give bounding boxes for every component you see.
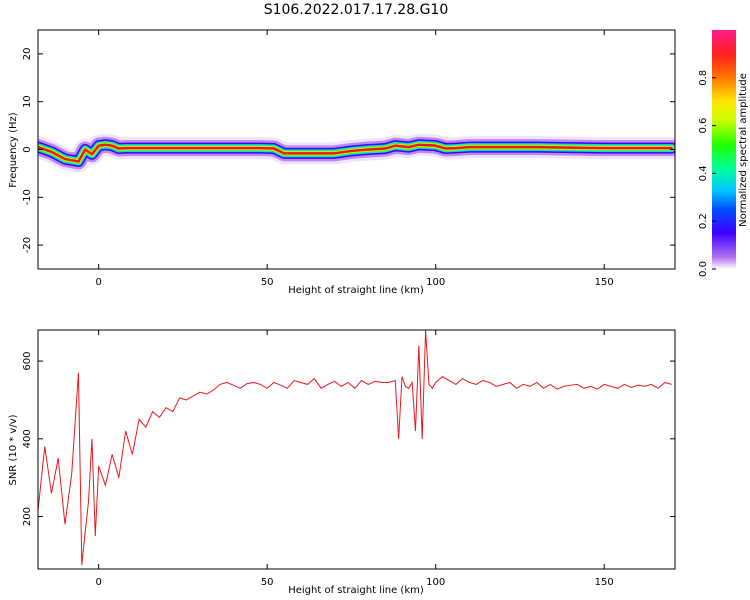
- colorbar-tick-label: 0.4: [698, 165, 709, 181]
- snr-x-tick-label: 50: [261, 577, 274, 588]
- snr-x-ticks: 0 50 100 150: [95, 330, 614, 588]
- colorbar-label: Normalized spectral amplitude: [738, 73, 749, 227]
- snr-x-tick-label: 100: [426, 577, 445, 588]
- colorbar-tick-label: 0.2: [698, 213, 709, 229]
- snr-panel: 0 50 100 150 600 400 200 Height of straight l…: [8, 329, 676, 596]
- snr-plot-area: [38, 330, 675, 569]
- spectrogram-x-tick-label: 150: [595, 277, 614, 288]
- snr-y-axis-label: SNR (10 * v/v): [8, 414, 19, 485]
- spectrogram-y-axis-label: Frequency (Hz): [8, 112, 19, 188]
- snr-x-tick-label: 0: [95, 577, 101, 588]
- spectrogram-y-ticks: 20 10 0 -10 -20: [22, 48, 675, 253]
- colorbar-gradient: [712, 30, 736, 269]
- spectrogram-x-tick-label: 50: [261, 277, 274, 288]
- snr-frame: [37, 329, 676, 570]
- spectrogram-x-ticks: 0 50 100 150: [95, 30, 614, 288]
- spectrogram-x-tick-label: 0: [95, 277, 101, 288]
- spectrogram-y-tick-label: 10: [22, 95, 33, 108]
- colorbar-ticks: 0.0 0.2 0.4 0.6 0.8: [698, 70, 716, 277]
- snr-y-ticks: 600 400 200: [22, 352, 675, 526]
- snr-y-tick-label: 400: [22, 429, 33, 448]
- colorbar: 0.0 0.2 0.4 0.6 0.8 Normalized spectral ampl…: [698, 30, 749, 277]
- snr-x-tick-label: 150: [595, 577, 614, 588]
- colorbar-tick-label: 0.6: [698, 118, 709, 134]
- spectral-ridge-band-6: [38, 143, 673, 163]
- spectrogram-y-tick-label: 20: [22, 48, 33, 61]
- figure-title: S106.2022.017.17.28.G10: [264, 2, 449, 18]
- snr-y-tick-label: 600: [22, 352, 33, 371]
- spectrogram-x-tick-label: 100: [426, 277, 445, 288]
- snr-x-axis-label: Height of straight line (km): [288, 585, 424, 596]
- spectrogram-y-tick-label: -20: [22, 237, 33, 253]
- spectral-ridge: [38, 133, 675, 173]
- colorbar-tick-label: 0.0: [698, 261, 709, 277]
- snr-series-line: [38, 330, 672, 566]
- colorbar-tick-label: 0.8: [698, 70, 709, 86]
- spectrogram-y-tick-label: -10: [22, 189, 33, 205]
- spectrogram-x-axis-label: Height of straight line (km): [288, 285, 424, 296]
- spectrogram-y-tick-label: 0: [22, 146, 33, 152]
- snr-y-tick-label: 200: [22, 507, 33, 526]
